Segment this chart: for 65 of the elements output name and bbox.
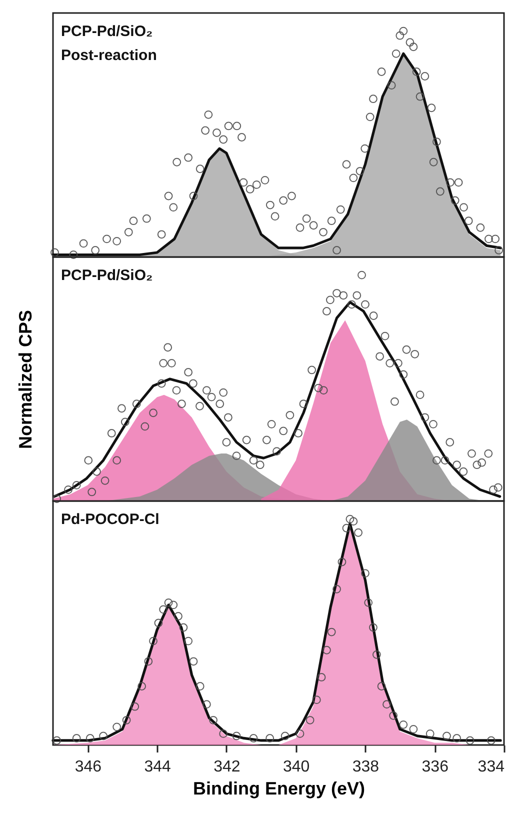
point: [338, 558, 346, 566]
x-axis-title: Binding Energy (eV): [192, 778, 366, 798]
x-tick-label: 346: [74, 758, 102, 776]
point: [122, 716, 131, 724]
point: [189, 657, 198, 666]
point: [426, 730, 434, 738]
point: [306, 716, 314, 724]
point: [364, 598, 373, 607]
point: [486, 736, 496, 745]
x-tick-label: 336: [422, 758, 449, 776]
x-tick-label: 338: [352, 758, 380, 776]
point: [466, 736, 474, 745]
point: [164, 598, 173, 607]
point: [159, 605, 168, 614]
point: [249, 734, 258, 742]
point: [442, 732, 451, 740]
point: [154, 618, 163, 628]
point: [209, 716, 218, 724]
point: [280, 732, 290, 740]
point: [372, 650, 381, 659]
x-tick-label: 340: [282, 758, 310, 776]
point: [219, 730, 228, 738]
chart-title: PCP-Pd/SiO₂: [61, 23, 153, 40]
point: [130, 702, 140, 711]
text: Post-reaction: [61, 47, 157, 64]
point: [266, 734, 274, 742]
point: [354, 528, 362, 537]
point: [174, 612, 182, 620]
point: [322, 646, 331, 654]
point: [369, 623, 378, 632]
point: [52, 736, 62, 745]
point: [317, 673, 326, 682]
point: [232, 732, 241, 740]
point: [202, 700, 211, 709]
point: [332, 584, 341, 594]
point: [382, 700, 391, 709]
point: [196, 682, 204, 690]
point: [86, 734, 94, 742]
point: [184, 636, 193, 646]
point: [349, 517, 358, 526]
point: [169, 600, 178, 610]
point: [377, 682, 386, 690]
point: [327, 628, 336, 636]
chart-title: Pd-POCOP-Cl: [61, 511, 160, 528]
point: [361, 569, 370, 578]
x-tick-label: 344: [144, 758, 172, 776]
point: [179, 623, 188, 632]
point: [346, 514, 354, 524]
point: [138, 682, 146, 690]
x-tick-label: 342: [214, 758, 240, 776]
point: [149, 636, 158, 646]
x-tick-label: 334: [478, 758, 505, 776]
point: [144, 657, 153, 666]
point: [72, 734, 81, 742]
point: [399, 720, 408, 729]
point: [312, 696, 321, 704]
point: [112, 722, 122, 732]
y-axis-title: Normalized CPS: [16, 310, 36, 450]
point: [296, 730, 304, 738]
point: [99, 732, 108, 740]
point: [389, 711, 398, 720]
point: [342, 524, 351, 532]
point: [409, 724, 418, 734]
chart-title: PCP-Pd/SiO₂: [61, 267, 153, 284]
point: [452, 734, 462, 742]
